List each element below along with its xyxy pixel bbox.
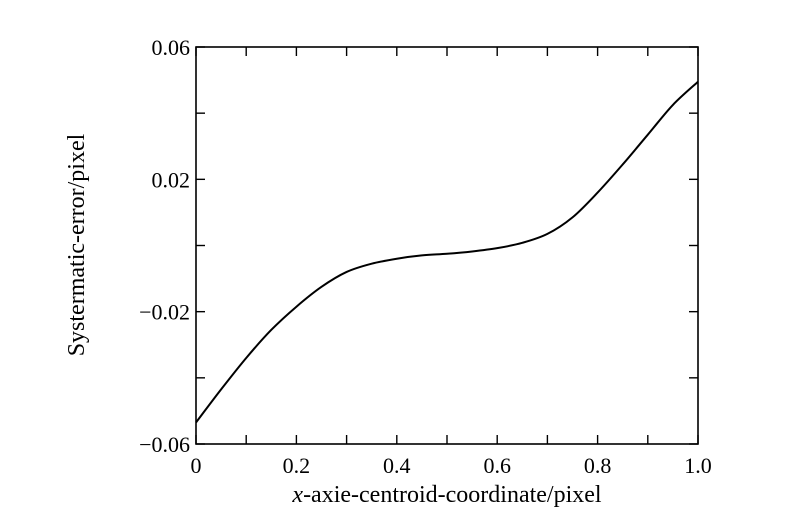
x-tick-label: 0.2 (283, 453, 311, 478)
series-line (195, 81, 699, 424)
x-tick-label: 0 (191, 453, 202, 478)
y-tick-label: −0.02 (139, 300, 190, 325)
y-tick-label: 0.02 (152, 167, 191, 192)
x-tick-label: 0.4 (383, 453, 411, 478)
x-tick-label: 0.8 (584, 453, 612, 478)
y-tick-labels: 0.06 0.02 −0.02 −0.06 (139, 35, 190, 457)
x-tick-label: 0.6 (483, 453, 511, 478)
y-tick-label: −0.06 (139, 432, 190, 457)
x-ticks (195, 47, 699, 444)
x-axis-label-rest: -axie-centroid-coordinate/pixel (303, 482, 602, 508)
x-tick-label: 1.0 (684, 453, 712, 478)
y-tick-label: 0.06 (152, 35, 191, 60)
plot-frame (195, 46, 699, 445)
x-axis-label: x-axie-centroid-coordinate/pixel (291, 482, 602, 508)
y-ticks (196, 46, 698, 445)
x-tick-labels: 0 0.2 0.4 0.6 0.8 1.0 (191, 453, 712, 478)
x-axis-label-italic: x (291, 482, 303, 508)
y-axis-label: Systermatic-error/pixel (64, 133, 90, 356)
